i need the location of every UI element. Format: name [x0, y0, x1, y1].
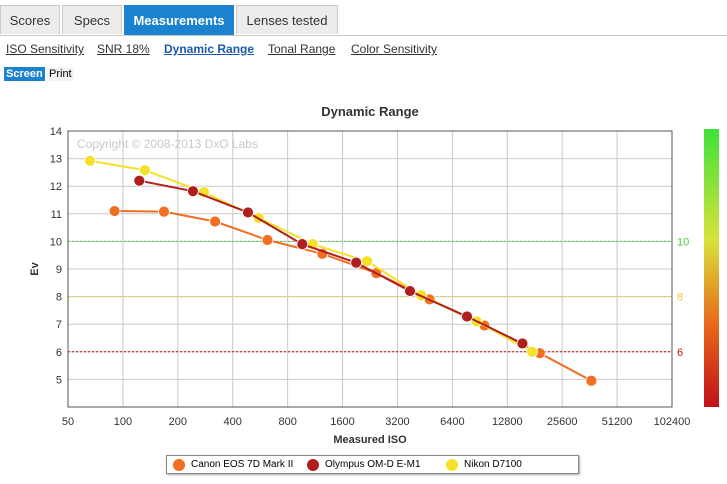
y-tick-label: 12 [50, 181, 62, 193]
legend-label-olympus: Olympus OM-D E-M1 [325, 459, 421, 470]
chart-title: Dynamic Range [321, 104, 419, 119]
series-line [114, 210, 592, 382]
x-tick-label: 102400 [654, 416, 691, 428]
x-tick-label: 12800 [492, 416, 523, 428]
data-point [526, 345, 538, 358]
x-tick-label: 800 [278, 416, 296, 428]
y-tick-label: 8 [56, 292, 62, 304]
legend-label-nikon: Nikon D7100 [464, 459, 522, 470]
data-point [350, 256, 363, 269]
y-tick-label: 10 [50, 236, 62, 248]
y-tick-label: 9 [56, 264, 62, 276]
data-point [187, 185, 199, 198]
data-point [133, 174, 146, 187]
y-axis-label: Ev [29, 261, 41, 275]
x-tick-label: 1600 [330, 416, 354, 428]
data-point [296, 238, 309, 251]
plot-area-border [67, 130, 673, 408]
series-line [139, 179, 523, 345]
x-tick-label: 51200 [602, 416, 633, 428]
y-tick-label: 14 [50, 126, 62, 138]
dynamic-range-scale-bar [704, 129, 719, 407]
x-tick-label: 400 [224, 416, 242, 428]
data-point [158, 205, 170, 218]
data-point [461, 310, 473, 323]
subtab-snr-18[interactable]: SNR 18% [97, 42, 150, 56]
data-point [585, 374, 598, 387]
subtab-iso-sensitivity[interactable]: ISO Sensitivity [6, 42, 85, 56]
data-point [242, 206, 254, 219]
screen-mode-button[interactable]: Screen [4, 67, 45, 81]
right-scale-label: 6 [677, 347, 683, 359]
legend-dot-nikon [446, 459, 458, 471]
y-tick-label: 11 [51, 209, 62, 221]
y-tick-label: 7 [56, 319, 62, 331]
series-line [89, 159, 533, 353]
x-tick-label: 6400 [440, 416, 464, 428]
data-point [108, 205, 121, 217]
top-tab-bar: Scores Specs Measurements Lenses tested [0, 0, 727, 36]
print-mode-button[interactable]: Print [47, 67, 74, 81]
data-point [209, 215, 221, 228]
subtab-dynamic-range[interactable]: Dynamic Range [164, 42, 255, 56]
right-scale-label: 8 [677, 292, 683, 304]
x-tick-label: 50 [62, 416, 74, 428]
legend-label-canon: Canon EOS 7D Mark II [191, 459, 294, 470]
x-tick-label: 200 [169, 416, 187, 428]
tab-measurements[interactable]: Measurements [124, 5, 234, 35]
data-point [139, 164, 151, 177]
x-axis-label: Measured ISO [333, 434, 407, 446]
y-tick-label: 6 [56, 347, 62, 359]
tab-scores[interactable]: Scores [0, 5, 60, 34]
data-point [361, 255, 373, 268]
right-scale-label: 10 [677, 236, 689, 248]
x-tick-label: 25600 [547, 416, 578, 428]
data-point [84, 154, 96, 167]
data-point [404, 285, 416, 297]
tab-specs[interactable]: Specs [62, 5, 122, 34]
chart-legend: Canon EOS 7D Mark II Olympus OM-D E-M1 N… [166, 455, 579, 474]
tab-lenses-tested[interactable]: Lenses tested [236, 5, 338, 34]
subtab-tonal-range[interactable]: Tonal Range [268, 42, 336, 56]
data-point [261, 234, 274, 246]
x-tick-label: 3200 [385, 416, 409, 428]
data-point [516, 337, 529, 350]
legend-dot-olympus [307, 459, 319, 471]
chart-watermark: Copyright © 2008-2013 DxO Labs [77, 137, 258, 151]
subtab-color-sensitivity[interactable]: Color Sensitivity [351, 42, 438, 56]
x-tick-label: 100 [114, 416, 132, 428]
y-tick-label: 5 [56, 374, 62, 386]
y-tick-label: 13 [50, 154, 62, 166]
legend-dot-canon [173, 459, 185, 471]
